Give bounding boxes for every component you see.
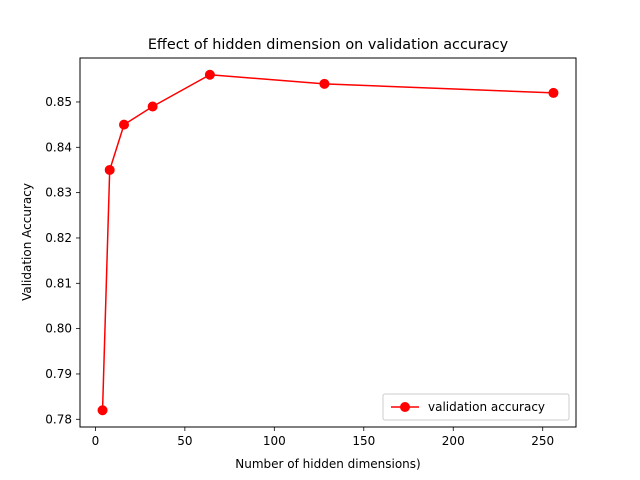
x-axis-ticks: 0 50 100 150 200 250 (92, 427, 554, 448)
data-point (147, 101, 158, 112)
y-tick-label: 0.81 (45, 276, 72, 290)
y-tick-label: 0.83 (45, 186, 72, 200)
x-tick-label: 150 (352, 434, 375, 448)
axes-frame (79, 57, 577, 428)
chart-title: Effect of hidden dimension on validation… (148, 37, 509, 53)
y-tick-label: 0.80 (45, 322, 72, 336)
data-point (97, 405, 108, 416)
y-tick-label: 0.84 (45, 140, 72, 154)
data-point (204, 69, 215, 80)
x-tick-label: 0 (92, 434, 100, 448)
data-point (319, 78, 330, 89)
data-point (548, 87, 559, 98)
x-tick-label: 100 (263, 434, 286, 448)
y-tick-label: 0.78 (45, 412, 72, 426)
x-tick-label: 200 (442, 434, 465, 448)
y-axis-label: Validation Accuracy (20, 183, 34, 301)
y-tick-label: 0.82 (45, 231, 72, 245)
x-tick-label: 250 (531, 434, 554, 448)
plot-area: 0 50 100 150 200 250 0.78 0.79 0.80 0.81 0.82 0.83… (45, 57, 577, 448)
data-point (104, 164, 115, 175)
legend-box (382, 393, 570, 421)
series-layer (97, 69, 559, 416)
x-tick-label: 50 (177, 434, 192, 448)
legend-label: validation accuracy (428, 400, 545, 414)
legend-marker (400, 402, 410, 412)
data-point (119, 119, 130, 130)
y-axis-ticks: 0.78 0.79 0.80 0.81 0.82 0.83 0.84 0.85 (45, 95, 80, 426)
y-tick-label: 0.79 (45, 367, 72, 381)
legend: validation accuracy (382, 393, 570, 421)
y-tick-label: 0.85 (45, 95, 72, 109)
x-axis-label: Number of hidden dimensions) (235, 457, 420, 471)
